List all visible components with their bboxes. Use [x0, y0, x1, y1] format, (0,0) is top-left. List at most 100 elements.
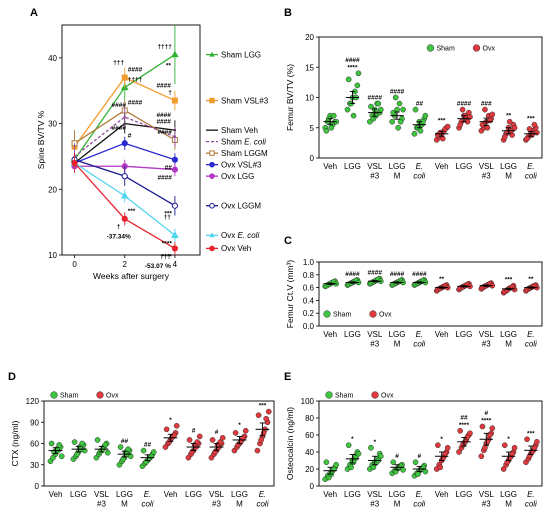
significance-annotation: **	[528, 276, 534, 283]
y-tick-label: 30	[48, 120, 57, 129]
data-point	[345, 76, 352, 83]
x-tick-label: E. coli	[413, 330, 425, 349]
data-point	[323, 459, 330, 466]
legend-marker-ovx	[96, 391, 104, 399]
legend-label-ovx: Ovx	[483, 46, 496, 53]
x-tick-label: LGG	[455, 330, 472, 339]
y-tick-label: 20	[48, 185, 57, 194]
data-point	[150, 449, 157, 455]
x-tick-label: VSL #3	[479, 162, 495, 181]
data-point	[479, 121, 486, 128]
x-tick-label: E. coli	[525, 162, 537, 181]
data-point	[486, 117, 493, 124]
data-point	[529, 132, 535, 138]
x-tick-label: Veh	[323, 490, 337, 499]
legend-label-ovx: Ovx	[106, 393, 119, 400]
data-point	[411, 130, 418, 137]
legend-label-sham: Sham	[335, 393, 353, 400]
plot-frame	[61, 24, 201, 256]
y-tick-label: 0.0	[303, 322, 315, 331]
significance-annotation: ***	[164, 211, 172, 218]
significance-annotation: ####	[368, 270, 383, 277]
x-tick-label: LGG M	[389, 162, 406, 181]
annotation: ####	[156, 82, 171, 89]
x-tick-label: E. coli	[525, 330, 537, 349]
legend-marker-ovx	[472, 44, 481, 52]
data-point	[120, 456, 126, 462]
data-point	[390, 459, 397, 466]
significance-annotation: ####	[390, 271, 405, 278]
data-point	[260, 430, 267, 436]
data-point	[524, 135, 530, 142]
significance-annotation: **	[439, 276, 445, 283]
data-point	[422, 468, 429, 475]
data-point	[511, 124, 518, 131]
legend-marker-ovx-lgg	[209, 173, 215, 179]
data-point	[422, 112, 429, 119]
significance-annotation: ##	[416, 101, 424, 108]
data-point-sham-vsl-3	[121, 74, 128, 81]
data-point	[255, 412, 262, 418]
data-point	[511, 286, 518, 293]
annotation: †††	[160, 253, 171, 260]
significance-annotation: ##	[121, 438, 129, 445]
significance-annotation: ####	[345, 271, 360, 278]
x-tick-label: LGG M	[500, 162, 517, 181]
data-point	[330, 112, 337, 119]
data-point	[350, 112, 357, 119]
significance-annotation: #	[128, 132, 132, 139]
data-point	[467, 114, 473, 120]
annotation: ††	[164, 214, 172, 221]
data-point-sham-e-coli	[173, 135, 177, 138]
panel-label-b: B	[284, 7, 292, 19]
data-point	[377, 106, 384, 113]
significance-annotation: ****	[162, 240, 173, 247]
data-point	[509, 132, 515, 138]
data-point-ovx-vsl-3	[121, 140, 128, 147]
y-tick-label: 60	[30, 440, 39, 449]
data-point-sham-e-coli	[123, 115, 126, 119]
significance-annotation: ##	[460, 414, 468, 421]
x-tick-label: LGG M	[231, 490, 248, 509]
y-tick-label: 1.0	[303, 258, 315, 267]
data-point	[323, 127, 330, 134]
data-point	[254, 447, 261, 454]
data-point	[500, 466, 507, 472]
significance-annotation: ††††	[128, 76, 143, 83]
data-point	[412, 106, 419, 113]
data-point	[444, 123, 451, 130]
data-point	[56, 442, 63, 448]
x-tick-label: Veh	[164, 490, 178, 499]
y-tick-label: 80	[305, 414, 314, 423]
x-tick-label: LGG	[455, 490, 472, 499]
y-tick-label: 0.2	[303, 309, 315, 318]
data-point	[478, 453, 485, 460]
x-tick-label: VSL #3	[94, 490, 110, 509]
legend-label-sham: Sham	[333, 312, 351, 319]
data-point-ovx-veh	[171, 245, 179, 252]
significance-annotation: #	[192, 427, 196, 434]
legend-marker-sham	[426, 44, 435, 52]
data-point	[524, 436, 530, 443]
annotation: ####	[111, 125, 126, 132]
data-point	[417, 127, 424, 134]
legend-label-sham-veh: Sham Veh	[221, 126, 258, 135]
series-line-sham-e-coli	[74, 116, 176, 157]
x-tick-label: LGG	[185, 490, 202, 499]
x-tick-label: VSL #3	[367, 490, 383, 509]
x-tick-label: Veh	[435, 162, 449, 171]
legend-label-ovx-e-coli: Ovx E. coli	[221, 231, 259, 240]
data-point	[209, 437, 216, 443]
x-tick-label: Veh	[49, 490, 63, 499]
y-tick-label: 0.4	[303, 296, 315, 305]
data-point	[457, 121, 463, 128]
significance-annotation: #	[215, 429, 219, 436]
data-point	[125, 446, 132, 452]
plot-frame	[318, 261, 543, 327]
y-tick-label: 40	[305, 448, 314, 457]
legend-label-sham: Sham	[60, 393, 78, 400]
significance-annotation: ##	[144, 442, 152, 449]
data-point	[467, 430, 473, 437]
data-point	[333, 461, 339, 468]
